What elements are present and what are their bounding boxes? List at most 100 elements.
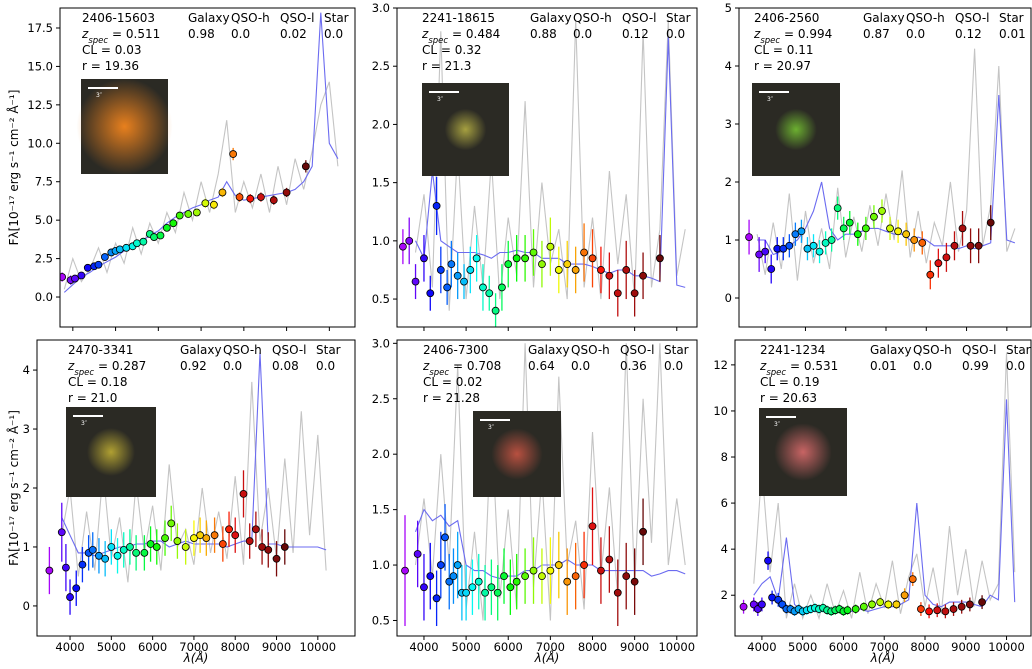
class-name: Galaxy [863,11,905,25]
y-tick-label: 4 [725,59,732,73]
x-tick-label: 9000 [951,640,980,654]
y-tick-label: 12 [713,358,728,372]
confidence: CL = 0.19 [760,375,819,389]
redshift-value: = 0.531 [790,359,838,373]
photometry-point [843,606,852,615]
photometry-point [949,605,958,613]
photometry-point [554,266,563,274]
photometry-point [918,238,927,247]
photometry-point [264,546,273,554]
confidence: CL = 0.32 [422,43,481,57]
photometry-point [529,248,538,257]
panel: 0.5 1.0 1.5 2.0 2.5 3.0 3″ 2241-18615 zspec = 0.4… [372,1,698,331]
photometry-point [942,253,951,262]
scale-label: 3″ [96,92,103,99]
plot-area [45,352,327,615]
redshift-symbol: z [759,359,767,373]
photometry-point [201,199,210,208]
y-tick-label: 5.0 [35,213,53,227]
redshift-symbol: z [753,27,761,41]
class-prob: 0.87 [863,27,890,41]
photometry-point [767,265,776,273]
photometry-point [140,548,149,557]
y-axis-label: Fλ[10⁻¹⁷ erg s⁻¹ cm⁻² Å⁻¹] [6,410,21,566]
photometry-point [301,162,310,171]
redshift-sub: spec [428,36,448,46]
x-tick-label: 6000 [138,640,167,654]
class-name: Star [316,343,341,357]
photometry-point [229,150,238,158]
photometry-point [272,554,281,563]
photometry-point [563,260,572,269]
photometry-point [411,277,420,286]
photometry-point [101,554,110,563]
y-tick-label: 4 [23,363,30,377]
x-tick-label: 6000 [494,640,523,654]
class-prob: 0.0 [1006,359,1025,373]
x-tick-label: 6000 [829,640,858,654]
photometry-point [588,254,597,263]
photometry-point [453,271,462,280]
magnitude: r = 20.63 [760,391,817,405]
photometry-point [466,266,475,274]
photometry-point [60,273,67,281]
x-tick-label: 4000 [747,640,776,654]
class-name: QSO-h [913,343,952,357]
scale-label: 3″ [81,420,88,427]
y-tick-label: 2 [23,481,30,495]
photometry-point [122,243,131,252]
photometry-point [462,588,471,597]
panel: 2 4 6 8 10 12 4000 5000 6000 7000 8000 9000 10000 3″ 2… [713,339,1032,665]
redshift-value: = 0.287 [98,359,146,373]
y-tick-label: 2.5 [35,252,53,266]
scale-label: 3″ [774,421,781,428]
photometry-point [190,534,198,543]
redshift-value: = 0.708 [453,359,501,373]
photometry-point [493,588,502,597]
photometry-point [978,598,986,607]
thumbnail-source [76,78,173,175]
photometry-point [815,247,824,256]
photometry-point [413,550,422,558]
y-tick-label: 3 [23,422,30,436]
confidence: CL = 0.03 [82,43,141,57]
axes-frame [396,339,698,637]
redshift-symbol: z [421,27,429,41]
redshift-sub: spec [88,36,108,46]
photometry-point [630,577,639,586]
y-tick-label: 4 [721,542,728,556]
object-id: 2406-2560 [754,11,819,25]
photometry-point [512,254,521,263]
photometry-point [150,233,158,241]
y-tick-label: 2.5 [372,59,390,73]
photometry-point [933,606,942,615]
photometry-point [432,202,441,210]
photometry-point [512,577,521,586]
photometry-point [588,522,597,531]
y-tick-label: 2.0 [372,447,390,461]
photometry-point [398,242,407,251]
redshift: zspec = 0.994 [753,27,832,46]
photometry-point [622,572,631,581]
photometry-point [436,266,445,274]
x-tick-label: 8000 [578,640,607,654]
photometry-point [529,566,538,575]
photometry-point [809,241,818,250]
plot-area [739,353,1016,621]
y-tick-label: 2.5 [372,392,390,406]
thumbnail-source [491,428,543,480]
class-prob: 0.0 [573,27,592,41]
class-prob: 0.36 [620,359,647,373]
photometry-point [605,271,614,280]
photometry-point [239,489,248,498]
photometry-point [71,274,79,283]
panel: 0.5 1.0 1.5 2.0 2.5 3.0 4000 5000 6000 7000 8000 90… [372,336,698,665]
photometry-point [892,600,901,609]
photometry-point [45,566,54,575]
y-tick-label: 3.0 [372,1,390,15]
class-prob: 0.12 [955,27,982,41]
x-tick-label: 4000 [409,640,438,654]
photometry-point [210,531,219,540]
photometry-point [546,566,555,575]
class-name: QSO-l [272,343,307,357]
